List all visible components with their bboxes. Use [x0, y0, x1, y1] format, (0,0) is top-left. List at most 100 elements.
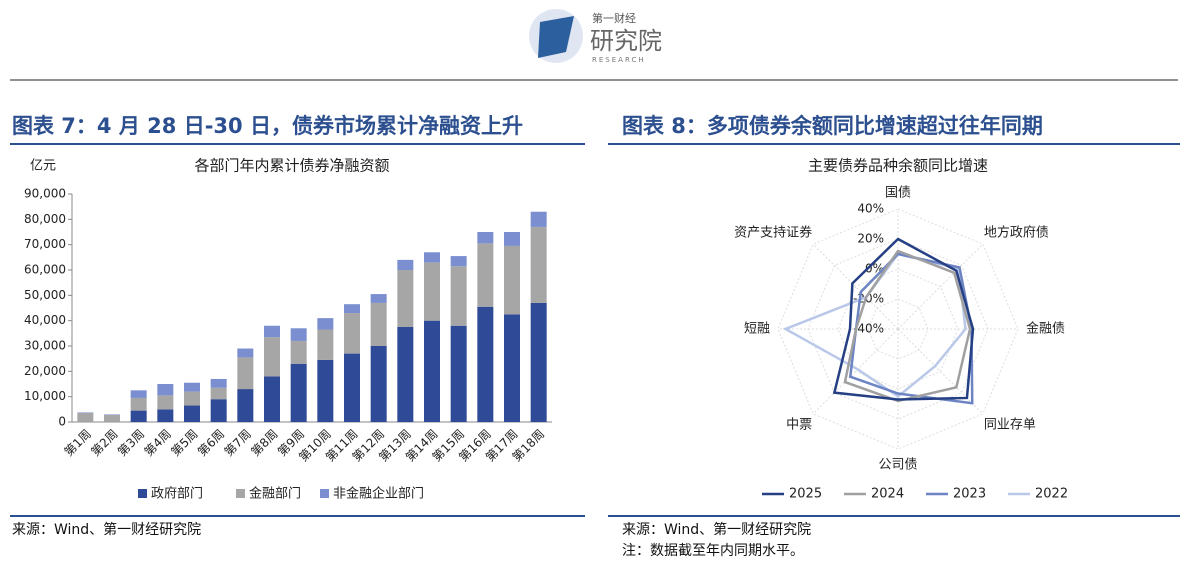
bar-segment	[184, 391, 200, 406]
bar-segment	[397, 259, 414, 270]
y-tick-label: 0	[58, 415, 66, 429]
bar-segment	[210, 399, 227, 422]
axis-label: 地方政府债	[984, 224, 1049, 240]
bar-segment	[317, 318, 334, 330]
bar-segment	[344, 353, 360, 422]
axis-label: 中票	[786, 418, 812, 433]
bar-segment	[504, 314, 520, 422]
legend-label: 2025	[789, 487, 822, 502]
bar-segment	[370, 346, 387, 422]
bar-segment	[130, 390, 147, 398]
bar-segment	[477, 306, 494, 422]
legend-label: 非金融企业部门	[333, 486, 424, 502]
source-note: 来源：Wind、第一财经研究院	[622, 521, 811, 538]
footnote: 注：数据截至年内同期水平。	[622, 543, 804, 559]
bar-segment	[157, 409, 174, 422]
y-tick-label: 50,000	[24, 288, 66, 302]
grid-ring	[837, 268, 959, 390]
bar-segment	[237, 389, 254, 422]
bar-segment	[370, 302, 387, 346]
logo-top: 第一财经	[592, 11, 636, 25]
y-tick-label: 80,000	[24, 212, 66, 226]
x-tick-label: 第8周	[248, 427, 280, 459]
axis-label: 国债	[885, 186, 911, 201]
axis-label: 同业存单	[984, 418, 1036, 433]
spoke	[897, 243, 984, 330]
bar-segment	[504, 232, 520, 246]
bar-segment	[290, 328, 307, 341]
bar-segment	[477, 232, 494, 244]
bar-segment	[210, 387, 227, 400]
bar-segment	[450, 266, 467, 326]
legend-swatch	[320, 489, 329, 498]
bar-segment	[397, 270, 414, 327]
y-tick-label: 10,000	[24, 389, 66, 403]
legend-swatch	[236, 489, 245, 498]
chart-title: 主要债券品种余额同比增速	[808, 157, 988, 175]
logo: 第一财经 研究院 RESEARCH	[529, 9, 662, 64]
axis-label: 短融	[744, 322, 770, 337]
x-tick-label: 第6周	[195, 427, 227, 459]
y-tick-label: 70,000	[24, 237, 66, 251]
bar-segment	[104, 414, 120, 415]
spoke	[897, 328, 984, 415]
bar-segment	[290, 363, 307, 422]
r-tick-label: 20%	[857, 232, 884, 246]
spoke	[812, 328, 899, 415]
y-tick-label: 90,000	[24, 187, 66, 201]
bar-segment	[477, 243, 494, 307]
panel-heading: 图表 7：4 月 28 日-30 日，债券市场累计净融资上升	[12, 114, 523, 138]
axis-label: 资产支持证券	[734, 224, 812, 240]
legend-label: 2023	[953, 487, 986, 502]
bar-segment	[130, 397, 147, 411]
bar-segment	[184, 382, 200, 392]
bar-segment	[264, 376, 280, 422]
bar-segment	[450, 256, 467, 267]
spoke	[812, 243, 899, 330]
x-tick-label: 第2周	[88, 427, 120, 459]
y-axis-label: 亿元	[30, 159, 56, 174]
series-line	[848, 252, 974, 405]
bar-segment	[264, 337, 280, 377]
y-tick-label: 30,000	[24, 339, 66, 353]
series-line	[832, 237, 975, 401]
x-tick-label: 第4周	[142, 427, 174, 459]
bar-segment	[424, 252, 440, 263]
logo-mark	[538, 16, 574, 58]
bar-segment	[77, 412, 94, 413]
chart-title: 各部门年内累计债券净融资额	[194, 157, 389, 175]
bar-segment	[237, 357, 254, 390]
bar-segment	[450, 325, 467, 422]
legend-label: 金融部门	[249, 486, 301, 502]
bar-segment	[237, 348, 254, 358]
bar-segment	[344, 313, 360, 354]
bar-segment	[264, 325, 280, 338]
legend-swatch	[138, 489, 147, 498]
x-tick-label: 第1周	[62, 427, 94, 459]
bar-segment	[104, 414, 120, 422]
grid-ring	[777, 208, 1019, 450]
axis-label: 金融债	[1026, 321, 1065, 337]
bar-segment	[157, 395, 174, 410]
axis-label: 公司债	[878, 458, 917, 473]
bar-segment	[530, 211, 547, 227]
bar-segment	[424, 262, 440, 321]
x-tick-label: 第7周	[222, 427, 254, 459]
logo-sub: RESEARCH	[592, 56, 646, 64]
bar-segment	[370, 294, 387, 303]
bar-segment	[210, 378, 227, 388]
source-note: 来源：Wind、第一财经研究院	[12, 521, 201, 538]
y-tick-label: 20,000	[24, 364, 66, 378]
bar-segment	[344, 304, 360, 314]
x-tick-label: 第3周	[115, 427, 147, 459]
series-line	[843, 249, 972, 403]
r-tick-label: 40%	[857, 202, 884, 216]
bar-segment	[77, 412, 94, 422]
bar-segment	[317, 329, 334, 360]
bar-segment	[184, 405, 200, 422]
x-tick-label: 第5周	[168, 427, 200, 459]
y-tick-label: 60,000	[24, 263, 66, 277]
bar-segment	[530, 302, 547, 422]
logo-main: 研究院	[590, 27, 662, 55]
